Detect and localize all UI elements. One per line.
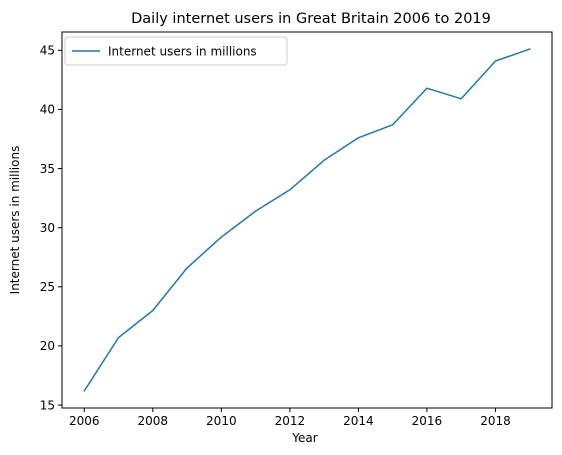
plot-area: 2006 2008 2010 2012 2014 2016 2018 15 20 25 30 35 4… bbox=[40, 31, 553, 428]
x-tick-label: 2014 bbox=[343, 414, 374, 428]
y-tick-label: 30 bbox=[40, 221, 55, 235]
chart-title: Daily internet users in Great Britain 20… bbox=[131, 11, 491, 27]
x-tick-label: 2010 bbox=[206, 414, 237, 428]
series-line bbox=[83, 48, 531, 392]
x-tick-label: 2008 bbox=[138, 414, 169, 428]
y-axis: 15 20 25 30 35 40 45 bbox=[40, 44, 62, 412]
x-tick-label: 2006 bbox=[69, 414, 100, 428]
legend-label: Internet users in millions bbox=[108, 45, 257, 59]
x-tick-label: 2018 bbox=[480, 414, 511, 428]
y-tick-label: 25 bbox=[40, 280, 55, 294]
series-layer bbox=[83, 48, 531, 392]
legend-box bbox=[64, 36, 288, 66]
y-tick-label: 20 bbox=[40, 339, 55, 353]
plot-frame bbox=[61, 31, 553, 409]
x-tick-label: 2012 bbox=[275, 414, 306, 428]
y-tick-label: 35 bbox=[40, 162, 55, 176]
y-tick-label: 45 bbox=[40, 44, 55, 58]
x-tick-label: 2016 bbox=[412, 414, 443, 428]
x-axis-label: Year bbox=[291, 431, 317, 445]
legend: Internet users in millions bbox=[64, 36, 288, 66]
y-tick-label: 40 bbox=[40, 103, 55, 117]
y-tick-label: 15 bbox=[40, 398, 55, 412]
y-axis-label: Internet users in millions bbox=[8, 146, 22, 295]
x-axis: 2006 2008 2010 2012 2014 2016 2018 bbox=[69, 408, 511, 428]
